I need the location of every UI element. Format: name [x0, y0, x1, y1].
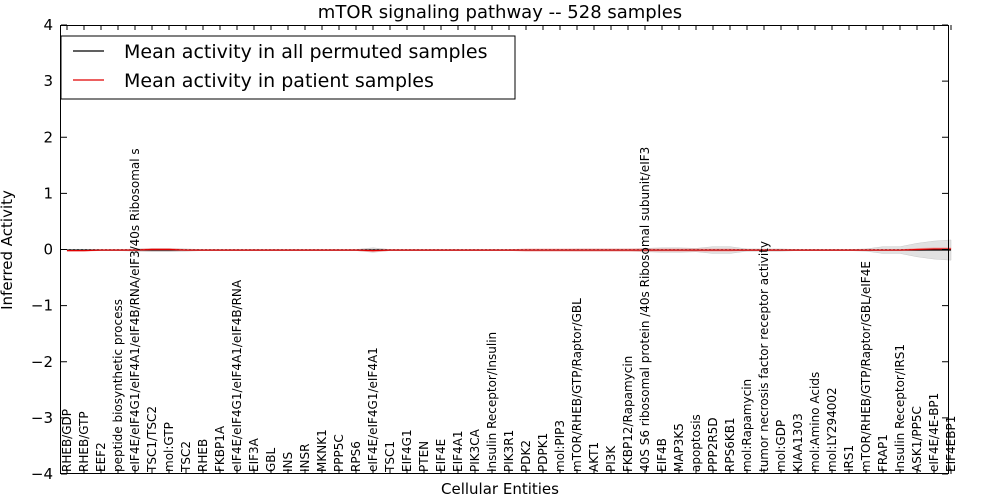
x-tick-label: PTEN [417, 441, 431, 472]
x-tick-label: peptide biosynthetic process [111, 299, 125, 472]
x-tick-label: PIK3CA [468, 428, 482, 472]
x-tick-label: mol:Rapamycin [740, 379, 754, 472]
x-tick-label: INSR [298, 444, 312, 472]
y-tick-label: −3 [31, 409, 53, 427]
x-tick-label: MKNK1 [315, 429, 329, 472]
y-tick-label: 0 [43, 241, 53, 259]
x-tick-label: tumor necrosis factor receptor activity [757, 241, 771, 472]
x-tick-label: TSC1 [383, 441, 397, 473]
plot-frame [60, 25, 949, 474]
x-tick-label: IRS1 [842, 445, 856, 472]
x-tick-label: mTOR/RHEB/GTP/Raptor/GBL/eIF4E [859, 261, 873, 472]
x-tick-label: apoptosis [689, 414, 703, 472]
x-tick-label: FRAP1 [876, 434, 890, 472]
x-tick-label: eIF4E/eIF4G1/eIF4A1/eIF4B/RNA/eIF3/40s R… [128, 148, 142, 472]
y-tick-label: 2 [43, 128, 53, 146]
y-tick-label: −1 [31, 297, 53, 315]
x-tick-label: 40S S6 ribosomal protein /40s Ribosomal … [638, 147, 652, 472]
y-tick-label: −2 [31, 353, 53, 371]
x-tick-label: eIF4E/eIF4G1/eIF4A1/eIF4B/RNA [230, 279, 244, 472]
x-tick-label: GBL [264, 447, 278, 472]
x-tick-label: mol:Amino Acids [808, 372, 822, 472]
x-tick-label: PDPK1 [536, 433, 550, 472]
x-tick-label: EIF4B [655, 438, 669, 472]
x-tick-label: KIAA1303 [791, 413, 805, 472]
x-tick-label: eIF4E/eIF4G1/eIF4A1 [366, 347, 380, 472]
x-tick-label: mol:LY294002 [825, 387, 839, 472]
x-tick-label: TSC2 [179, 441, 193, 473]
x-tick-label: mTOR/RHEB/GTP/Raptor/GBL [570, 298, 584, 472]
x-tick-label: TSC1/TSC2 [145, 406, 159, 473]
x-tick-label: PIK3R1 [502, 430, 516, 472]
x-tick-label: Insulin Receptor/Insulin [485, 332, 499, 472]
x-tick-label: EIF3A [247, 437, 261, 472]
x-tick-label: EIF4A1 [451, 430, 465, 472]
x-tick-label: MAP3K5 [672, 423, 686, 472]
x-tick-label: EIF4G1 [400, 429, 414, 472]
y-tick-label: 3 [43, 72, 53, 90]
x-tick-label: RHEB/GTP [77, 411, 91, 472]
legend-entry-permuted: Mean activity in all permuted samples [124, 41, 487, 63]
series-line-1 [67, 248, 951, 252]
x-tick-label: FKBP1A [213, 425, 227, 472]
y-axis-label: Inferred Activity [0, 190, 16, 310]
chart-title: mTOR signaling pathway -- 528 samples [318, 2, 682, 23]
y-axis: −4 −3 −2 −1 0 1 2 3 4 [31, 16, 948, 483]
x-tick-label: Insulin Receptor/IRS1 [893, 344, 907, 472]
legend: Mean activity in all permuted samples Me… [60, 35, 516, 100]
x-tick-label: ASK1/PP5C [910, 406, 924, 472]
x-tick-label: PPP2R5D [706, 417, 720, 472]
x-tick-label: PPP5C [332, 434, 346, 472]
x-tick-label: PDK2 [519, 440, 533, 472]
x-tick-label: AKT1 [587, 442, 601, 472]
y-tick-label: −4 [31, 465, 53, 483]
series-lines [61, 248, 951, 252]
x-tick-label: EEF2 [94, 442, 108, 472]
x-tick-label: EIF4E [434, 439, 448, 472]
x-tick-label: RHEB/GDP [60, 409, 74, 472]
x-axis-label: Cellular Entities [441, 480, 559, 498]
x-tick-label: mol:GTP [162, 422, 176, 472]
x-tick-label: EIF4EBP1 [944, 416, 958, 472]
x-tick-label: RPS6 [349, 441, 363, 472]
legend-box [60, 35, 516, 100]
x-tick-label: mol:PIP3 [553, 420, 567, 472]
x-tick-label: RPS6KB1 [723, 417, 737, 472]
x-tick-label: PI3K [604, 445, 618, 472]
x-tick-label: INS [281, 452, 295, 472]
y-tick-label: 1 [43, 184, 53, 202]
x-axis: RHEB/GDP RHEB/GTP EEF2 peptide biosynthetic… [60, 25, 958, 474]
y-tick-label: 4 [43, 16, 53, 34]
x-tick-label: eIF4E/4E-BP1 [927, 393, 941, 472]
x-tick-label: FKBP12/Rapamycin [621, 356, 635, 472]
legend-entry-patient: Mean activity in patient samples [124, 70, 434, 92]
x-tick-label: RHEB [196, 439, 210, 472]
x-tick-label: mol:GDP [774, 420, 788, 472]
